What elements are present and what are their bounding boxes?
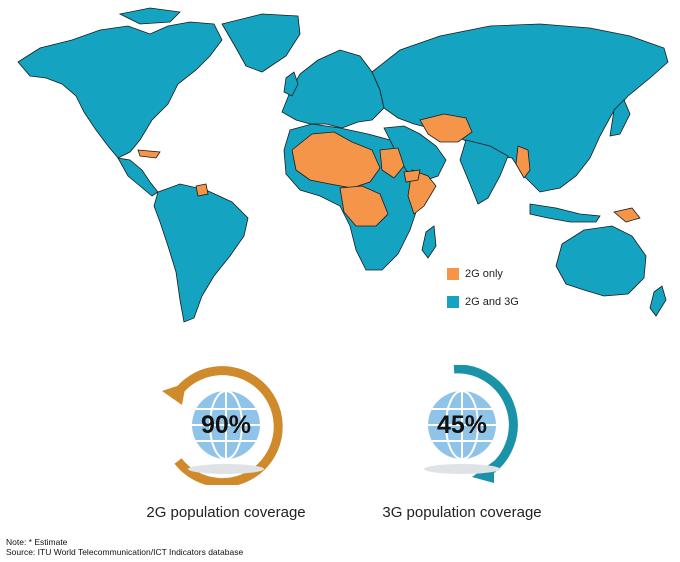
coverage-2g-gauge: 90%	[146, 365, 306, 485]
europe	[281, 49, 385, 129]
globe-icon	[424, 390, 500, 474]
ring-arc-3g	[453, 365, 518, 477]
coverage-2g-label: 2G population coverage	[146, 504, 306, 521]
footnotes: Note: * Estimate Source: ITU World Telec…	[6, 537, 243, 557]
arctic-islands	[118, 7, 181, 25]
new-zealand	[649, 285, 667, 317]
madagascar	[421, 225, 437, 259]
indonesia	[529, 203, 601, 223]
australia	[555, 225, 647, 297]
japan	[609, 99, 631, 137]
coverage-3g-percent: 45%	[437, 411, 487, 439]
iran-2g	[419, 113, 473, 143]
legend-swatch-2g-only	[447, 268, 459, 280]
ring-arrow-2g	[162, 383, 186, 405]
greenland	[221, 13, 301, 73]
papua-new-guinea-2g	[613, 207, 641, 223]
central-america	[117, 157, 159, 197]
note-text: Note: * Estimate	[6, 537, 68, 547]
legend-item-2g-and-3g: 2G and 3G	[447, 294, 519, 310]
ring-arc-2g	[172, 366, 283, 485]
south-america	[153, 183, 249, 323]
myanmar-2g	[515, 145, 531, 179]
world-coverage-map	[17, 7, 669, 323]
source-text: Source: ITU World Telecommunication/ICT …	[6, 547, 244, 557]
coverage-3g-label: 3G population coverage	[382, 504, 542, 521]
uk	[283, 71, 299, 97]
map-legend: 2G only 2G and 3G	[447, 266, 519, 322]
legend-item-2g-only: 2G only	[447, 266, 519, 282]
west-africa-2g	[291, 131, 381, 189]
coverage-3g-gauge: 45%	[382, 365, 542, 485]
north-america	[17, 21, 223, 159]
sudan-2g	[379, 147, 405, 179]
legend-label-2g-only: 2G only	[465, 268, 503, 280]
guyana-2g	[195, 183, 209, 197]
globe-icon	[188, 390, 264, 474]
legend-label-2g-and-3g: 2G and 3G	[465, 296, 519, 308]
central-africa-2g	[339, 185, 389, 227]
horn-of-africa-2g	[407, 169, 437, 215]
legend-swatch-2g-and-3g	[447, 296, 459, 308]
india	[459, 139, 509, 205]
yemen-2g	[403, 169, 421, 183]
cuba-2g	[137, 149, 161, 159]
coverage-2g-percent: 90%	[201, 411, 251, 439]
land-2g-only	[137, 113, 641, 227]
